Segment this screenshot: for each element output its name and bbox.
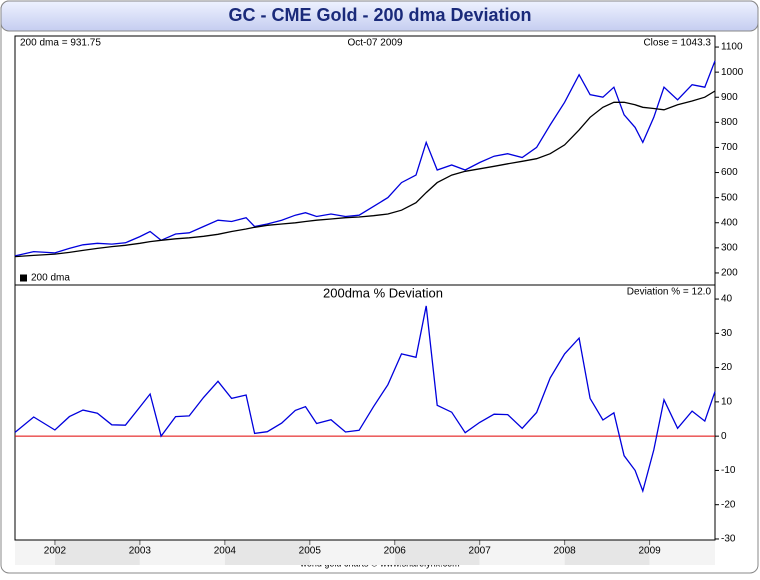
y-tick-label: 20 — [721, 362, 733, 373]
legend-swatch — [20, 274, 27, 282]
x-tick-label: 2004 — [214, 546, 237, 557]
x-tick-label: 2006 — [384, 546, 407, 557]
y-tick-label: 1000 — [721, 67, 744, 78]
year-band — [309, 540, 395, 565]
x-tick-label: 2003 — [129, 546, 152, 557]
year-band — [15, 540, 55, 565]
year-band — [54, 540, 140, 565]
panel — [14, 284, 716, 541]
annotation: 200 dma = 931.75 — [20, 38, 101, 49]
annotation: Deviation % = 12.0 — [627, 287, 712, 298]
y-tick-label: 800 — [721, 117, 738, 128]
x-tick-label: 2007 — [469, 546, 492, 557]
y-tick-label: 10 — [721, 397, 733, 408]
y-tick-label: 1100 — [721, 42, 743, 53]
year-band — [224, 540, 310, 565]
x-tick-label: 2002 — [44, 546, 67, 557]
y-tick-label: 700 — [721, 142, 738, 153]
y-tick-label: -10 — [721, 465, 736, 476]
y-tick-label: 400 — [721, 217, 738, 228]
line — [14, 305, 716, 494]
y-tick-label: 600 — [721, 167, 738, 178]
y-tick-label: -30 — [721, 534, 736, 545]
year-band — [479, 540, 565, 565]
legend-label: 200 dma — [31, 273, 70, 284]
year-band — [139, 540, 225, 565]
y-tick-label: 900 — [721, 92, 738, 103]
panel-title: 200dma % Deviation — [323, 285, 443, 300]
y-tick-label: 300 — [721, 242, 738, 253]
year-band — [649, 540, 715, 565]
year-band — [564, 540, 650, 565]
x-tick-label: 2005 — [299, 546, 322, 557]
annotation: Oct-07 2009 — [347, 38, 402, 49]
y-tick-label: 0 — [721, 431, 727, 442]
y-tick-label: -20 — [721, 499, 736, 510]
title-bar — [0, 0, 759, 32]
line — [14, 60, 716, 257]
line — [14, 90, 716, 258]
y-tick-label: 500 — [721, 192, 738, 203]
y-tick-label: 200 — [721, 268, 738, 279]
year-band — [394, 540, 480, 565]
chart-title: GC - CME Gold - 200 dma Deviation — [228, 5, 531, 25]
y-tick-label: 30 — [721, 328, 733, 339]
y-tick-label: 40 — [721, 294, 733, 305]
annotation: Close = 1043.3 — [643, 38, 711, 49]
x-tick-label: 2009 — [638, 546, 661, 557]
x-tick-label: 2008 — [554, 546, 577, 557]
